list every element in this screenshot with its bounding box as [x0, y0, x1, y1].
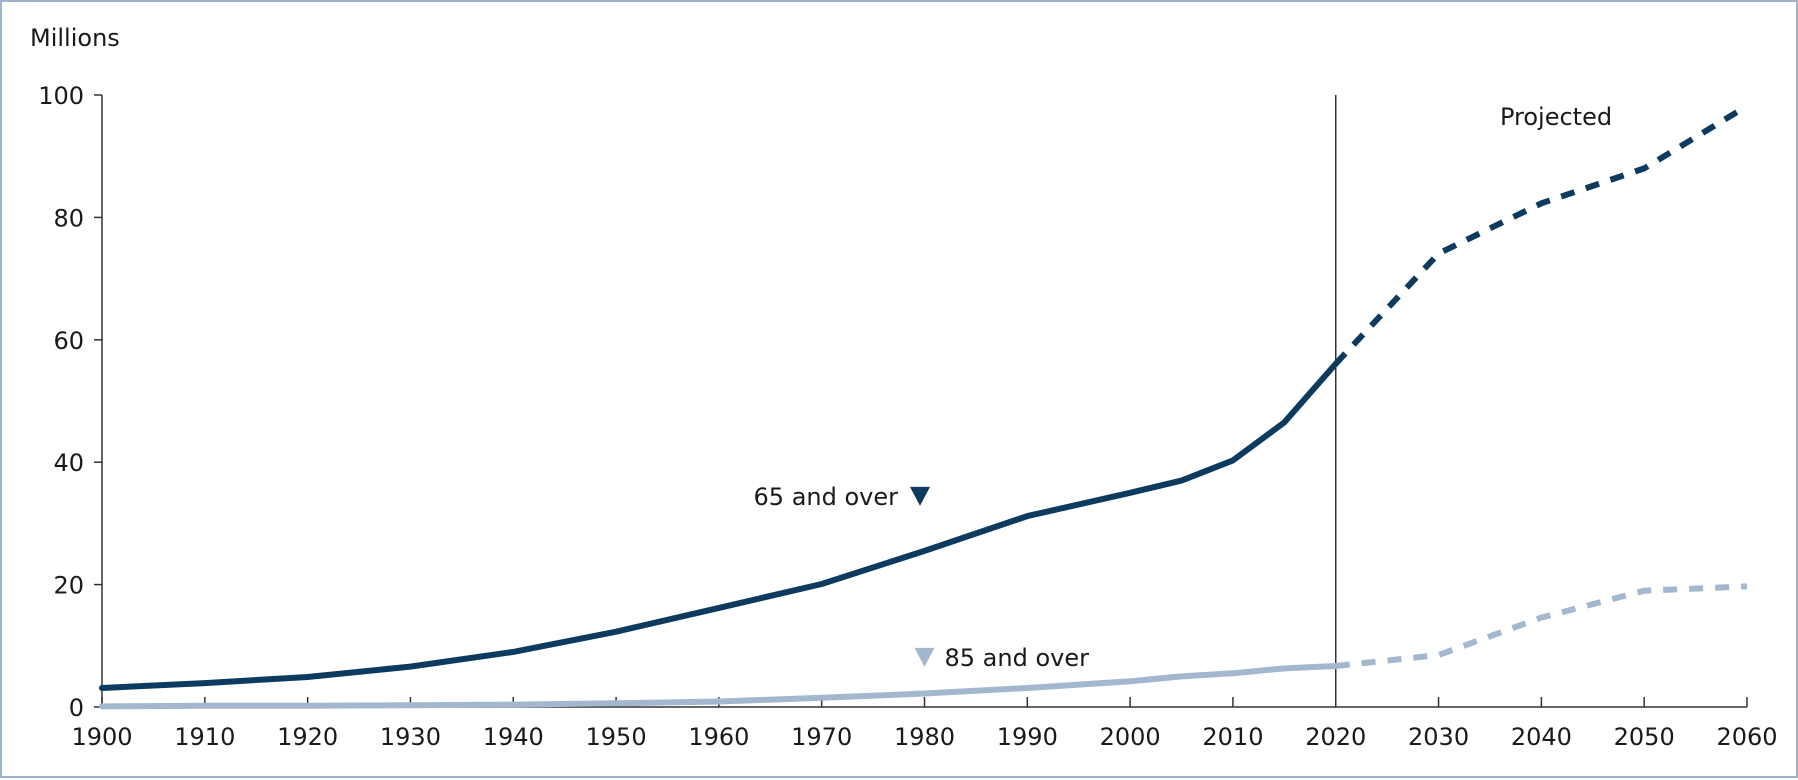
- x-tick-label: 1980: [894, 723, 955, 751]
- series-label-85-and-over: 85 and over: [945, 644, 1090, 672]
- x-tick-label: 1920: [277, 723, 338, 751]
- x-tick-label: 1900: [71, 723, 132, 751]
- x-tick-label: 2030: [1408, 723, 1469, 751]
- x-tick-label: 1910: [174, 723, 235, 751]
- y-tick-label: 40: [53, 449, 84, 477]
- series-85-and-over-line: [99, 663, 1339, 710]
- series-labels: 65 and over 85 and over: [754, 483, 1090, 672]
- y-tick-label: 60: [53, 327, 84, 355]
- y-axis-label: Millions: [30, 24, 120, 52]
- projected-label: Projected: [1500, 103, 1612, 131]
- x-tick-label: 1950: [586, 723, 647, 751]
- x-tick-label: 1970: [791, 723, 852, 751]
- x-tick-label: 1930: [380, 723, 441, 751]
- y-tick-label: 100: [38, 82, 84, 110]
- x-axis-ticks: 1900 1910 1920 1930 1940 1950 1960 1970 1980 1990…: [71, 697, 1778, 751]
- x-tick-label: 1960: [688, 723, 749, 751]
- series-marker-65-and-over: [910, 486, 930, 506]
- series-65-and-over-projected-line: [1333, 103, 1749, 366]
- series-label-65-and-over: 65 and over: [754, 483, 899, 511]
- x-tick-label: 2000: [1100, 723, 1161, 751]
- y-tick-label: 80: [53, 204, 84, 232]
- y-axis-ticks: 0 20 40 60 80 100: [38, 82, 102, 722]
- series-65-and-over-line: [99, 360, 1339, 691]
- series-lines: [99, 103, 1749, 710]
- x-tick-label: 1940: [483, 723, 544, 751]
- x-tick-label: 2020: [1305, 723, 1366, 751]
- x-tick-label: 2050: [1614, 723, 1675, 751]
- y-tick-label: 20: [53, 572, 84, 600]
- x-tick-label: 2010: [1202, 723, 1263, 751]
- y-tick-label: 0: [69, 694, 84, 722]
- x-tick-label: 1990: [997, 723, 1058, 751]
- x-tick-label: 2040: [1511, 723, 1572, 751]
- x-tick-label: 2060: [1716, 723, 1777, 751]
- series-marker-85-and-over: [914, 647, 935, 667]
- axes: [101, 95, 1747, 708]
- series-85-and-over-projected-line: [1335, 583, 1748, 669]
